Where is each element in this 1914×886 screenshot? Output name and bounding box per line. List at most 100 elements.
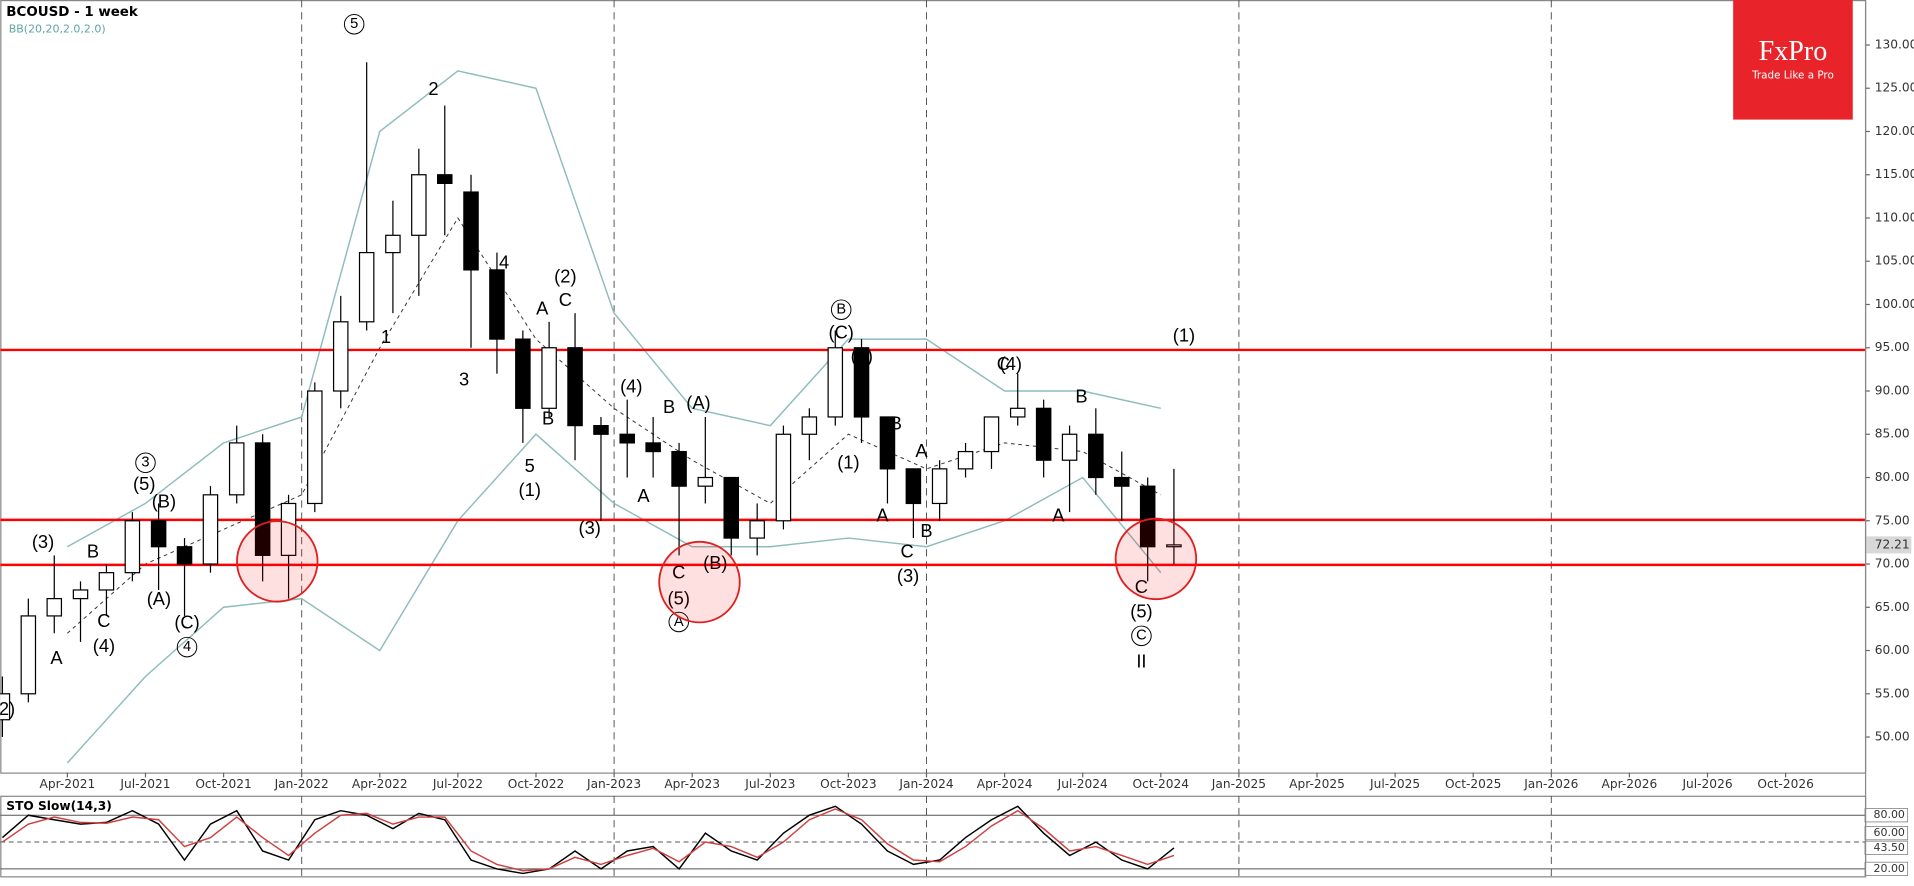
candle-body bbox=[931, 468, 948, 505]
x-tick-label: Jul-2021 bbox=[119, 777, 170, 791]
candle-body bbox=[124, 520, 141, 574]
wave-label: A bbox=[876, 504, 889, 525]
wave-label: (A) bbox=[147, 588, 171, 609]
candle-body bbox=[358, 251, 375, 323]
wave-label: (3) bbox=[32, 531, 54, 552]
candle-body bbox=[827, 347, 844, 418]
candle-body bbox=[46, 598, 63, 617]
x-tick-label: Jan-2024 bbox=[898, 777, 953, 791]
sto-pane bbox=[0, 795, 1867, 878]
wave-label: (B) bbox=[703, 552, 727, 573]
y-tick-label: 65.00 bbox=[1875, 600, 1910, 614]
support-circle bbox=[1114, 517, 1198, 601]
wave-label: B bbox=[836, 302, 846, 318]
wave-label: 4 bbox=[499, 252, 509, 273]
candle-body bbox=[463, 191, 479, 271]
x-tick-label: Jul-2024 bbox=[1057, 777, 1108, 791]
candle-body bbox=[150, 520, 167, 548]
wave-label: (1) bbox=[1173, 324, 1195, 345]
wave-label: C bbox=[97, 610, 110, 631]
candle-body bbox=[280, 502, 297, 556]
candle-body bbox=[0, 693, 11, 721]
y-tick-label: 50.00 bbox=[1875, 730, 1910, 744]
candle-body bbox=[1166, 544, 1182, 548]
wave-label: 3 bbox=[459, 368, 469, 389]
candle-body bbox=[645, 442, 661, 453]
x-tick-label: Oct-2023 bbox=[820, 777, 876, 791]
bollinger-lower bbox=[66, 433, 1162, 764]
wave-label: (4) bbox=[620, 375, 642, 396]
wave-label: (5) bbox=[1130, 600, 1152, 621]
wave-label: 3 bbox=[141, 455, 149, 471]
wave-label: C bbox=[1136, 628, 1147, 644]
candle-body bbox=[176, 546, 193, 565]
candle-body bbox=[307, 390, 323, 505]
x-tick-label: Apr-2022 bbox=[352, 777, 408, 791]
wave-label: A bbox=[915, 440, 928, 461]
candle-body bbox=[1113, 476, 1130, 487]
wave-label: (C) bbox=[829, 322, 854, 343]
y-tick-label: 60.00 bbox=[1875, 643, 1910, 657]
wave-label: (5) bbox=[668, 587, 690, 608]
wave-label: (2) bbox=[851, 345, 873, 366]
x-tick-label: Apr-2026 bbox=[1602, 777, 1658, 791]
candle-body bbox=[853, 347, 870, 418]
y-tick-label: 95.00 bbox=[1875, 340, 1910, 354]
x-tick-label: Jul-2022 bbox=[432, 777, 483, 791]
candle-body bbox=[1088, 433, 1104, 479]
bollinger-middle bbox=[67, 217, 1162, 634]
logo-name: FxPro bbox=[1759, 36, 1828, 67]
candle-body bbox=[567, 347, 583, 427]
wave-circle bbox=[176, 636, 198, 658]
logo-tagline: Trade Like a Pro bbox=[1751, 70, 1834, 82]
candle-body bbox=[801, 416, 818, 435]
candle-body bbox=[72, 589, 89, 600]
x-tick-label: Apr-2021 bbox=[40, 777, 96, 791]
wave-label: C bbox=[901, 541, 914, 562]
wave-label: (5) bbox=[133, 473, 155, 494]
y-tick-label: 120.00 bbox=[1875, 124, 1914, 138]
wave-label: A bbox=[536, 298, 549, 319]
wave-label: A bbox=[637, 485, 650, 506]
wave-label: (A) bbox=[686, 392, 710, 413]
wave-label: (3) bbox=[897, 565, 919, 586]
x-tick-label: Oct-2025 bbox=[1445, 777, 1502, 791]
candle-body bbox=[619, 433, 635, 444]
wave-label: C bbox=[997, 353, 1010, 374]
candle-body bbox=[20, 615, 37, 695]
wave-label: B bbox=[890, 413, 902, 434]
y-tick-label: 115.00 bbox=[1875, 167, 1914, 181]
wave-label: 2 bbox=[428, 78, 438, 99]
wave-label: C bbox=[672, 561, 685, 582]
x-tick-label: Jan-2023 bbox=[586, 777, 641, 791]
wave-label: (4) bbox=[93, 635, 115, 656]
wave-label: A bbox=[674, 614, 684, 630]
x-tick-label: Jul-2023 bbox=[744, 777, 795, 791]
candle-body bbox=[437, 174, 453, 185]
y-tick-label: 105.00 bbox=[1875, 254, 1914, 268]
indicator-label: BB(20,20,2.0,2.0) bbox=[9, 22, 106, 35]
candle-body bbox=[905, 468, 922, 505]
y-tick-label: 70.00 bbox=[1875, 557, 1910, 571]
candle-body bbox=[515, 338, 531, 409]
wave-label: II bbox=[1136, 650, 1146, 671]
x-tick-label: Jan-2025 bbox=[1211, 777, 1266, 791]
wave-label: (C) bbox=[174, 612, 199, 633]
x-tick-label: Apr-2024 bbox=[977, 777, 1033, 791]
candle-body bbox=[228, 442, 245, 496]
wave-label: 1 bbox=[381, 326, 391, 347]
candle-body bbox=[957, 450, 974, 470]
y-tick-label: 85.00 bbox=[1875, 427, 1910, 441]
wave-label: B bbox=[87, 541, 99, 562]
x-tick-label: Apr-2023 bbox=[664, 777, 720, 791]
candle-body bbox=[1035, 407, 1052, 461]
wave-label: 5 bbox=[350, 16, 358, 32]
support-circle bbox=[658, 540, 741, 624]
bollinger-upper bbox=[66, 70, 1161, 548]
wave-circle bbox=[1131, 625, 1152, 647]
candle-body bbox=[541, 347, 557, 409]
candle-body bbox=[385, 234, 401, 254]
last-price-label: 72.21 bbox=[1875, 537, 1910, 551]
y-tick-label: 100.00 bbox=[1875, 297, 1914, 311]
y-tick-label: 55.00 bbox=[1875, 686, 1910, 700]
